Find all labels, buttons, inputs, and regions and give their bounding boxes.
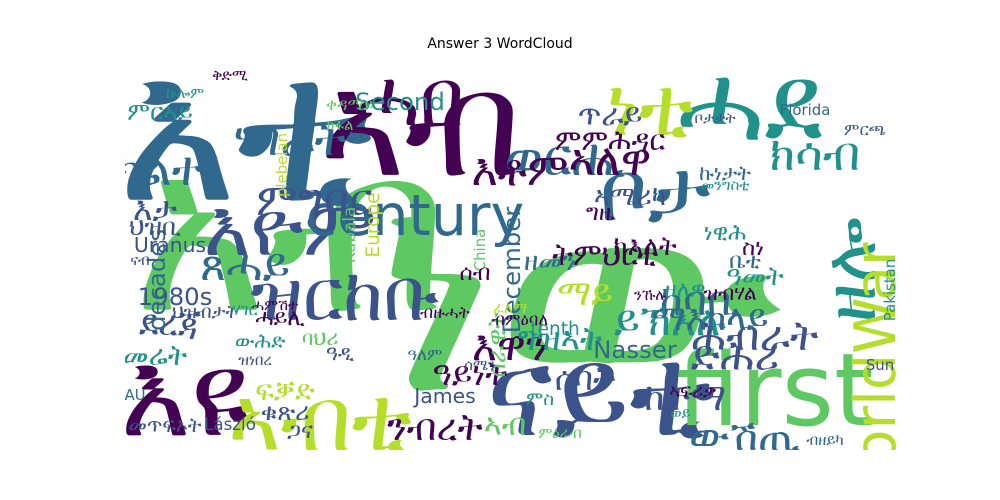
word-101: ዝነበረ <box>238 351 272 369</box>
word-95: ቦታታት <box>695 109 736 127</box>
word-86: ህዝብታት <box>172 302 239 323</box>
word-70: ህዝቢ <box>129 212 181 241</box>
word-91: ቀዳማይ <box>326 94 374 114</box>
word-60: Europe <box>363 192 384 257</box>
word-99: ሰሜን <box>464 356 496 374</box>
word-50: ዘመን <box>524 246 576 277</box>
word-cloud-canvas: ነውአብእቲኣብ ሓደናይቲእዩ firstኣብቲቦታነቲሓበእዮምዝርከቡ ዘሎce… <box>125 60 900 450</box>
word-65: Florida <box>780 101 831 119</box>
word-62: László <box>204 414 256 434</box>
word-35: ማይ <box>557 273 613 314</box>
word-94: ዓለም <box>407 344 443 364</box>
word-76: ዘለዎ <box>664 277 705 303</box>
word-98: ሓምሽተ <box>252 296 298 314</box>
word-38: ሰባት <box>555 359 616 398</box>
word-100: ኩሎም <box>166 84 204 102</box>
word-63: Kubala <box>339 207 359 263</box>
word-104: ምዕራብ <box>538 424 582 442</box>
word-105: ፈለማ <box>493 299 527 317</box>
word-88: ኣፍሪቃ <box>669 381 716 402</box>
word-49: መሬት <box>125 338 188 372</box>
word-81: ዓዲ <box>326 341 354 365</box>
word-44: ክእለት <box>613 231 677 262</box>
word-78: ውሕድ <box>235 329 285 353</box>
word-74: ጋና <box>287 418 313 444</box>
chart-title: Answer 3 WordCloud <box>0 36 1000 52</box>
word-82: ግዜ <box>586 200 614 226</box>
word-66: Pakistan <box>881 259 899 321</box>
word-97: መንግስቲ <box>701 176 750 194</box>
word-58: James <box>412 384 476 408</box>
word-87: ምስ <box>526 389 554 410</box>
word-84: ስነ <box>742 235 764 261</box>
word-cloud: ነው አብ እቲ ኣብ ሓደ ናይቲ እዩ first ኣብቲ ቦታ ነቲ ሓበ እዮም ዝርከቡ ዘሎ ce… <box>125 60 900 450</box>
word-85: መጥፍኦት <box>128 413 201 437</box>
word-80: ዝብሃል <box>703 281 756 305</box>
word-106: ቅድሚ <box>212 66 248 84</box>
word-47: ኣብ <box>484 407 527 443</box>
word-103: ብዘይካ <box>806 431 843 449</box>
word-92: ብዙሓት <box>420 302 471 322</box>
word-32: ንብረት <box>387 405 483 449</box>
word-73: ነዊሕ <box>704 220 747 246</box>
word-42: ምምሕዳር <box>555 123 666 157</box>
word-75: ሰብ <box>460 260 491 286</box>
word-56: Nasser <box>593 335 678 364</box>
word-96: ክፋል <box>327 116 354 134</box>
word-69: Sun <box>866 356 894 374</box>
word-108: ወይ <box>670 404 690 422</box>
word-24: ጸሓይ <box>200 239 290 291</box>
word-90: ምርጫ <box>844 119 886 139</box>
word-102: ንኹሉ <box>634 286 666 304</box>
word-68: AU <box>125 386 146 404</box>
word-107: ናብ <box>130 251 150 269</box>
word-67: plebelan <box>273 133 291 197</box>
